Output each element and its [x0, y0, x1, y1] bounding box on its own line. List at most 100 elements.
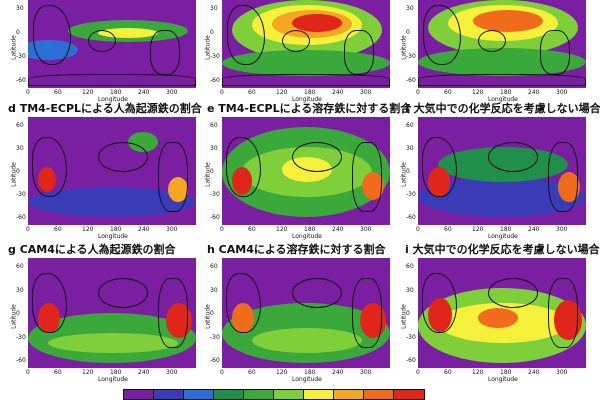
colorbar-segment: [394, 390, 424, 399]
y-tick-label: 0: [406, 168, 410, 175]
x-tick-label: 240: [138, 89, 150, 96]
x-tick-label: 240: [528, 369, 540, 376]
x-tick-label: 120: [276, 226, 288, 233]
x-tick-label: 120: [472, 369, 484, 376]
y-tick-label: -60: [210, 214, 220, 221]
y-tick-label: -30: [16, 191, 26, 198]
y-tick-label: -30: [16, 333, 26, 341]
y-tick-label: -60: [210, 357, 220, 364]
y-tick-label: 30: [210, 286, 218, 294]
x-tick-label: 180: [110, 89, 122, 96]
colorbar-segment: [304, 390, 334, 399]
x-tick-label: 180: [500, 89, 512, 96]
x-tick-label: 300: [556, 369, 568, 376]
y-tick-label: 60: [16, 122, 24, 129]
panel-title-g: g CAM4による人為起源鉄の割合: [8, 243, 176, 256]
y-tick-label: -60: [406, 357, 416, 364]
panel-title-f: f 大気中での化学反応を考慮しない場合: [405, 102, 600, 115]
x-axis-label: Longitude: [488, 233, 518, 240]
x-tick-label: 120: [82, 369, 94, 376]
x-axis-label: Longitude: [292, 233, 322, 240]
y-tick-label: -30: [406, 191, 416, 198]
x-tick-label: 60: [54, 369, 62, 376]
x-tick-label: 300: [360, 89, 372, 96]
map-panel-e: [222, 117, 390, 225]
x-tick-label: 0: [26, 89, 30, 96]
x-tick-label: 300: [556, 226, 568, 233]
x-axis-label: Longitude: [488, 376, 518, 383]
y-axis-label: Latitude: [10, 35, 18, 60]
y-tick-label: 0: [16, 310, 20, 317]
y-tick-label: 60: [210, 122, 218, 129]
y-tick-label: -60: [406, 214, 416, 221]
colorbar-segment: [214, 390, 244, 399]
x-tick-label: 180: [110, 226, 122, 233]
x-tick-label: 240: [528, 226, 540, 233]
map-panel-g: [28, 258, 196, 368]
x-tick-label: 120: [472, 226, 484, 233]
x-tick-label: 300: [166, 226, 178, 233]
y-tick-label: -60: [16, 357, 26, 364]
y-tick-label: 30: [210, 5, 218, 12]
x-tick-label: 300: [556, 89, 568, 96]
x-tick-label: 0: [220, 226, 224, 233]
y-axis-label: Latitude: [204, 304, 212, 329]
x-axis-label: Longitude: [98, 96, 128, 103]
colorbar-segment: [274, 390, 304, 399]
colorbar-segment: [334, 390, 364, 399]
colorbar-segment: [124, 390, 154, 399]
y-axis-label: Latitude: [400, 162, 408, 187]
y-tick-label: 30: [406, 145, 414, 152]
y-tick-label: 30: [16, 286, 24, 294]
x-tick-label: 120: [472, 89, 484, 96]
y-axis-label: Latitude: [10, 162, 18, 187]
x-tick-label: 240: [138, 369, 150, 376]
y-axis-label: Latitude: [10, 304, 18, 329]
x-tick-label: 240: [332, 369, 344, 376]
panel-title-d: d TM4-ECPLによる人為起源鉄の割合: [8, 102, 202, 115]
y-tick-label: 0: [16, 168, 20, 175]
colorbar-segment: [244, 390, 274, 399]
x-axis-label: Longitude: [292, 96, 322, 103]
panel-title-h: h CAM4による溶存鉄に対する割合: [207, 243, 386, 256]
y-tick-label: 30: [16, 145, 24, 152]
x-axis-label: Longitude: [292, 376, 322, 383]
x-tick-label: 120: [82, 226, 94, 233]
colorbar: [123, 389, 425, 400]
map-panel-d: [28, 117, 196, 225]
x-tick-label: 300: [166, 369, 178, 376]
y-axis-label: Latitude: [400, 35, 408, 60]
panel-title-i: i 大気中での化学反応を考慮しない場合: [405, 243, 600, 256]
x-tick-label: 240: [528, 89, 540, 96]
y-axis-label: Latitude: [204, 162, 212, 187]
y-tick-label: -60: [406, 77, 416, 84]
colorbar-segment: [184, 390, 214, 399]
y-tick-label: -30: [406, 333, 416, 341]
y-axis-label: Latitude: [400, 304, 408, 329]
y-tick-label: -30: [210, 333, 220, 341]
y-tick-label: 0: [210, 168, 214, 175]
y-tick-label: 0: [16, 29, 20, 36]
y-tick-label: 30: [406, 286, 414, 294]
y-tick-label: -60: [16, 77, 26, 84]
y-axis-label: Latitude: [204, 35, 212, 60]
y-tick-label: 60: [210, 263, 218, 270]
x-tick-label: 240: [332, 226, 344, 233]
x-tick-label: 60: [444, 226, 452, 233]
x-tick-label: 60: [444, 89, 452, 96]
x-tick-label: 0: [26, 369, 30, 376]
x-axis-label: Longitude: [98, 233, 128, 240]
x-axis-label: Longitude: [98, 376, 128, 383]
y-tick-label: -30: [16, 53, 26, 60]
x-tick-label: 0: [220, 89, 224, 96]
y-tick-label: -30: [210, 191, 220, 198]
x-tick-label: 180: [110, 369, 122, 376]
x-tick-label: 0: [416, 369, 420, 376]
x-tick-label: 300: [360, 369, 372, 376]
map-panel-i: [418, 258, 586, 368]
y-tick-label: 0: [210, 310, 214, 317]
y-tick-label: 60: [16, 263, 24, 270]
y-tick-label: 0: [406, 29, 410, 36]
map-panel-h: [222, 258, 390, 368]
x-tick-label: 60: [248, 89, 256, 96]
